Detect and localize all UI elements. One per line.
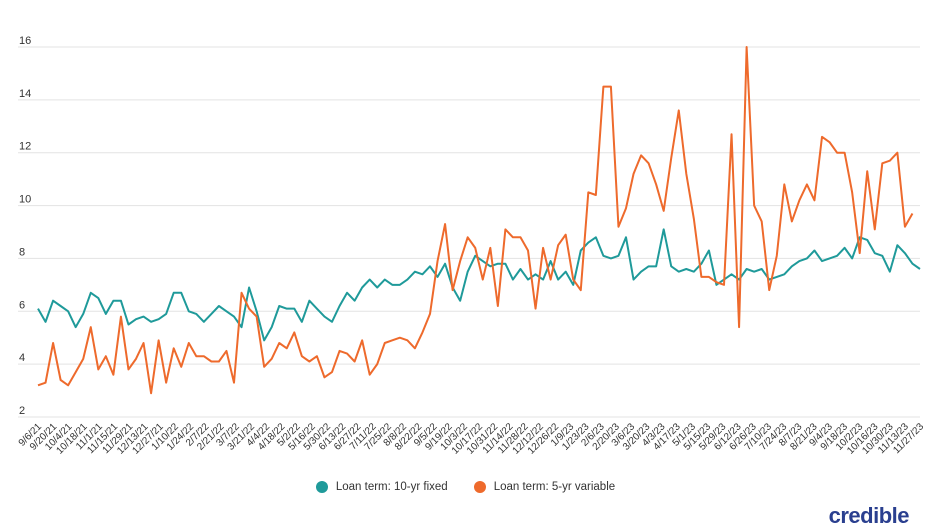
series-line-10yr-fixed: [37, 228, 921, 342]
series-line-5yr-variable: [37, 46, 914, 395]
legend-label-10yr-fixed: Loan term: 10-yr fixed: [335, 481, 448, 493]
legend-swatch-10yr-fixed: [315, 481, 328, 493]
legend-swatch-5yr-variable: [473, 481, 486, 493]
gridlines: [18, 46, 920, 418]
credible-logo[interactable]: credible: [828, 503, 910, 528]
y-tick-label: 6: [19, 299, 25, 311]
legend-item-10yr-fixed[interactable]: Loan term: 10-yr fixed: [315, 481, 448, 493]
y-tick-label: 16: [19, 35, 31, 47]
legend-item-5yr-variable[interactable]: Loan term: 5-yr variable: [473, 481, 616, 493]
y-tick-label: 12: [19, 141, 31, 153]
x-axis-tick-labels: 9/6/219/20/2110/4/2110/18/2111/1/2111/15…: [17, 421, 927, 457]
legend: Loan term: 10-yr fixed Loan term: 5-yr v…: [0, 476, 931, 498]
y-tick-label: 10: [19, 194, 31, 206]
y-axis-tick-labels: 2 4 6 8 10 12 14 16: [19, 35, 31, 417]
y-tick-label: 8: [19, 246, 25, 258]
series-lines: [37, 46, 921, 395]
legend-label-5yr-variable: Loan term: 5-yr variable: [493, 481, 616, 493]
y-tick-label: 2: [19, 405, 25, 417]
y-tick-label: 4: [19, 352, 25, 364]
y-tick-label: 14: [19, 88, 31, 100]
